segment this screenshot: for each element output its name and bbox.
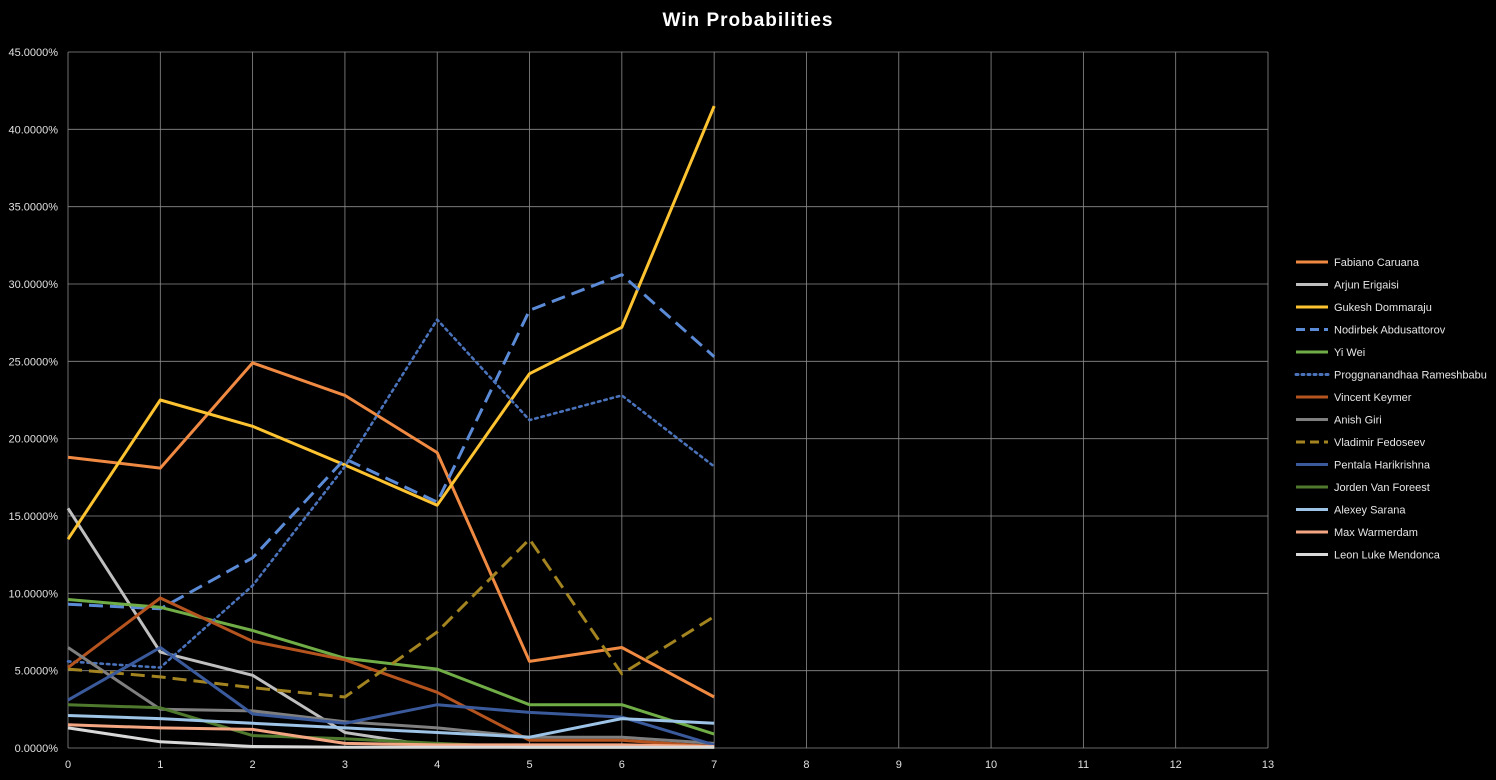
legend-item: Vladimir Fedoseev (1296, 437, 1426, 449)
x-axis-ticks: 0 1 2 3 4 5 6 7 8 9 10 11 12 13 (65, 759, 1274, 771)
legend-item: Pentala Harikrishna (1296, 460, 1431, 472)
legend-item: Leon Luke Mendonca (1296, 550, 1441, 562)
series-lines (66, 105, 716, 749)
x-tick-label: 5 (526, 759, 532, 771)
series-line-nodirbek-abdusattorov (67, 273, 716, 611)
legend-item: Yi Wei (1296, 347, 1365, 359)
series-line-vincent-keymer (67, 596, 715, 748)
series-line-pentala-harikrishna (67, 646, 715, 747)
legend-item: Gukesh Dommaraju (1296, 302, 1432, 314)
x-tick-label: 3 (342, 759, 348, 771)
legend-label: Arjun Erigaisi (1334, 280, 1399, 292)
x-tick-label: 4 (434, 759, 440, 771)
y-tick-label: 0.0000% (15, 743, 59, 755)
legend-item: Arjun Erigaisi (1296, 280, 1399, 292)
x-tick-label: 0 (65, 759, 71, 771)
x-tick-label: 8 (803, 759, 809, 771)
legend-label: Anish Giri (1334, 415, 1382, 427)
legend-item: Vincent Keymer (1296, 392, 1412, 404)
x-tick-label: 7 (711, 759, 717, 771)
y-tick-label: 15.0000% (8, 511, 58, 523)
series-line-anish-giri (67, 646, 715, 745)
legend-label: Nodirbek Abdusattorov (1334, 325, 1446, 337)
y-tick-label: 40.0000% (8, 124, 58, 136)
y-tick-label: 45.0000% (8, 47, 58, 59)
legend-label: Vincent Keymer (1334, 392, 1412, 404)
series-line-yi-wei (67, 598, 715, 736)
y-tick-label: 10.0000% (8, 588, 58, 600)
legend: Fabiano Caruana Arjun Erigaisi Gukesh Domm… (1294, 257, 1487, 562)
series-line-fabiano-caruana (67, 361, 715, 699)
series-line-max-warmerdam (67, 723, 715, 748)
legend-label: Pentala Harikrishna (1334, 460, 1431, 472)
series-line-vladimir-fedoseev (67, 537, 715, 699)
legend-item: Alexey Sarana (1296, 505, 1406, 517)
legend-label: Proggnanandhaa Rameshbabu (1334, 370, 1487, 382)
y-tick-label: 25.0000% (8, 356, 58, 368)
legend-item: Fabiano Caruana (1296, 257, 1420, 269)
y-axis-ticks: 0.0000% 5.0000% 10.0000% 15.0000% 20.0000% 25… (8, 47, 58, 755)
legend-item: Jorden Van Foreest (1296, 482, 1430, 494)
x-tick-label: 10 (985, 759, 997, 771)
series-line-alexey-sarana (67, 714, 715, 739)
legend-item: Anish Giri (1296, 415, 1382, 427)
series-line-proggnanandhaa-rameshbabu (66, 318, 716, 669)
x-tick-label: 9 (896, 759, 902, 771)
chart-title: Win Probabilities (662, 10, 834, 31)
y-tick-label: 30.0000% (8, 279, 58, 291)
legend-label: Fabiano Caruana (1334, 257, 1420, 269)
x-tick-label: 13 (1262, 759, 1274, 771)
legend-label: Gukesh Dommaraju (1334, 302, 1432, 314)
y-tick-label: 20.0000% (8, 434, 58, 446)
series-line-gukesh-dommaraju (66, 105, 716, 541)
legend-label: Alexey Sarana (1334, 505, 1406, 517)
x-tick-label: 1 (157, 759, 163, 771)
legend-label: Max Warmerdam (1334, 527, 1418, 539)
x-tick-label: 12 (1170, 759, 1182, 771)
legend-label: Yi Wei (1334, 347, 1365, 359)
y-tick-label: 5.0000% (15, 666, 59, 678)
series-line-arjun-erigaisi (66, 507, 715, 749)
legend-label: Vladimir Fedoseev (1334, 437, 1426, 449)
grid (67, 51, 1269, 749)
legend-label: Jorden Van Foreest (1334, 482, 1430, 494)
x-tick-label: 6 (619, 759, 625, 771)
legend-item: Proggnanandhaa Rameshbabu (1294, 370, 1487, 382)
y-tick-label: 35.0000% (8, 202, 58, 214)
legend-label: Leon Luke Mendonca (1334, 550, 1441, 562)
legend-item: Max Warmerdam (1296, 527, 1418, 539)
legend-item: Nodirbek Abdusattorov (1296, 325, 1446, 337)
series-line-leon-luke-mendonca (67, 726, 715, 749)
x-tick-label: 2 (250, 759, 256, 771)
x-tick-label: 11 (1078, 759, 1089, 771)
